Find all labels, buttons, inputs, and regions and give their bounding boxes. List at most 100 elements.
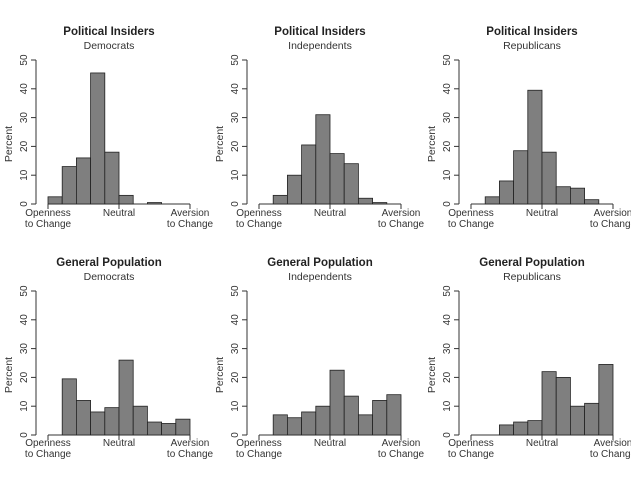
y-axis-label: Percent (426, 357, 438, 393)
bar (315, 405, 331, 436)
y-tick-label: 50 (19, 285, 30, 297)
bar (286, 174, 302, 205)
x-tick-label: Aversion (382, 438, 421, 449)
bar (484, 196, 500, 205)
y-tick-label: 20 (442, 371, 453, 383)
y-tick-label: 50 (442, 285, 453, 297)
y-tick-label: 20 (19, 371, 30, 383)
bar (104, 407, 120, 436)
y-tick-label: 0 (230, 201, 241, 207)
bar (527, 89, 543, 205)
bar (329, 369, 345, 436)
bar (513, 421, 529, 436)
bar (161, 423, 177, 436)
y-axis-label: Percent (426, 126, 438, 162)
bar (584, 402, 600, 436)
bar (272, 194, 288, 205)
bar (146, 421, 162, 436)
bar (584, 199, 600, 205)
panel-3: Political Insiders Republicans 0 10 20 30 40 50… (426, 26, 631, 230)
x-tick-label: Openness (236, 438, 282, 449)
panel-subtitle: Independents (288, 40, 352, 52)
panel-2: Political Insiders Independents 0 10 20 30 40 5… (214, 26, 425, 230)
panel-6: General Population Republicans 0 10 20 30 40 50… (426, 257, 631, 460)
y-tick-label: 10 (230, 169, 241, 181)
x-tick-label: Aversion (171, 208, 210, 219)
bar (372, 400, 388, 436)
x-tick-label: to Change (236, 219, 283, 230)
panel-4: General Population Democrats 0 10 20 30 40 50 Pe… (3, 257, 214, 460)
x-tick-label: Neutral (103, 438, 135, 449)
x-tick-label: Openness (448, 438, 494, 449)
bar (513, 150, 529, 205)
bar (76, 400, 92, 436)
y-tick-label: 30 (442, 343, 453, 355)
bar (90, 72, 106, 205)
panel-subtitle: Independents (288, 271, 352, 283)
bar (372, 202, 388, 205)
bar (598, 364, 614, 436)
bar (132, 405, 148, 436)
bar (386, 394, 402, 436)
bar (61, 166, 77, 205)
bar (301, 144, 317, 205)
bar (527, 420, 543, 436)
bar (357, 197, 373, 205)
y-tick-label: 50 (230, 285, 241, 297)
bar (76, 157, 92, 205)
x-tick-label: Neutral (526, 208, 558, 219)
y-tick-label: 30 (442, 112, 453, 124)
y-tick-label: 20 (230, 140, 241, 152)
x-tick-label: to Change (378, 449, 425, 460)
panel-subtitle: Republicans (503, 40, 561, 52)
bar (329, 153, 345, 205)
panel-1: Political Insiders Democrats 0 10 20 30 40 50 Pe… (3, 26, 214, 230)
y-tick-label: 10 (442, 169, 453, 181)
y-tick-label: 0 (19, 201, 30, 207)
y-tick-label: 10 (19, 400, 30, 412)
x-tick-label: to Change (167, 449, 214, 460)
y-tick-label: 40 (442, 83, 453, 95)
panel-subtitle: Democrats (84, 40, 135, 52)
y-tick-label: 20 (19, 140, 30, 152)
bar (47, 196, 63, 205)
panel-title: Political Insiders (274, 26, 365, 38)
bar (286, 417, 302, 436)
bar (555, 376, 571, 436)
panel-title: General Population (479, 257, 584, 269)
x-tick-label: Aversion (171, 438, 210, 449)
y-axis-label: Percent (214, 357, 226, 393)
y-tick-label: 30 (19, 112, 30, 124)
bar (104, 151, 120, 205)
y-axis-label: Percent (3, 357, 15, 393)
y-tick-label: 40 (230, 314, 241, 326)
bar (343, 163, 359, 205)
panel-5: General Population Independents 0 10 20 30 40 5… (214, 257, 425, 460)
x-tick-label: Neutral (103, 208, 135, 219)
x-tick-label: Neutral (526, 438, 558, 449)
y-tick-label: 20 (230, 371, 241, 383)
y-tick-label: 50 (442, 54, 453, 66)
panel-subtitle: Democrats (84, 271, 135, 283)
bar (570, 187, 586, 205)
x-tick-label: to Change (167, 219, 214, 230)
y-tick-label: 30 (19, 343, 30, 355)
x-tick-label: Neutral (314, 438, 346, 449)
y-tick-label: 0 (19, 432, 30, 438)
panel-title: General Population (56, 257, 161, 269)
y-tick-label: 10 (442, 400, 453, 412)
bar (357, 414, 373, 436)
x-tick-label: Openness (25, 438, 71, 449)
panel-title: General Population (267, 257, 372, 269)
y-tick-label: 10 (19, 169, 30, 181)
y-tick-label: 0 (230, 432, 241, 438)
y-tick-label: 10 (230, 400, 241, 412)
x-tick-label: Aversion (594, 208, 631, 219)
bar (570, 405, 586, 436)
x-tick-label: to Change (25, 449, 72, 460)
y-axis-label: Percent (3, 126, 15, 162)
y-tick-label: 40 (230, 83, 241, 95)
y-tick-label: 30 (230, 343, 241, 355)
y-tick-label: 0 (442, 432, 453, 438)
bar (146, 202, 162, 205)
